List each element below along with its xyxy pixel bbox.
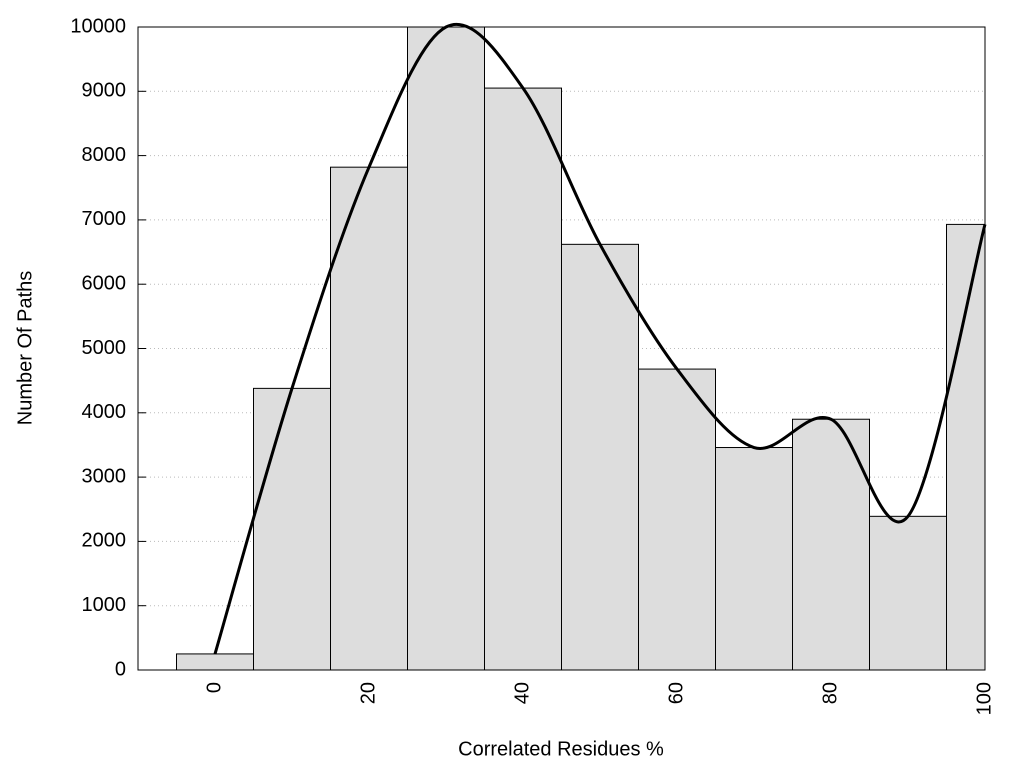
x-tick-label: 40 [511,682,533,704]
bar [869,515,947,671]
x-tick-label: 100 [973,682,995,715]
bar [792,418,870,671]
y-tick-label: 4000 [82,401,127,423]
bar [946,223,986,671]
x-axis-label: Correlated Residues % [458,738,664,760]
x-tick-label: 20 [357,682,379,704]
plot-frame [137,26,986,671]
y-tick-label: 9000 [82,80,127,102]
y-tick-label: 0 [115,658,126,680]
y-tick-label: 6000 [82,272,127,294]
bar [407,26,485,671]
bar [484,87,562,671]
y-tick-label: 5000 [82,337,127,359]
x-tick-label: 0 [203,682,225,693]
y-axis-label: Number Of Paths [14,271,36,426]
y-tick-label: 3000 [82,465,127,487]
x-tick-label: 60 [665,682,687,704]
bar [330,166,408,671]
smooth-line [213,23,987,655]
y-tick-label: 10000 [70,15,126,37]
bar [638,368,716,671]
bar [176,653,254,671]
bar [253,387,331,671]
y-tick-label: 1000 [82,594,127,616]
y-tick-label: 7000 [82,208,127,230]
y-tick-label: 2000 [82,530,127,552]
bar [561,243,639,671]
y-tick-label: 8000 [82,144,127,166]
bar [715,447,793,671]
x-tick-label: 80 [819,682,841,704]
